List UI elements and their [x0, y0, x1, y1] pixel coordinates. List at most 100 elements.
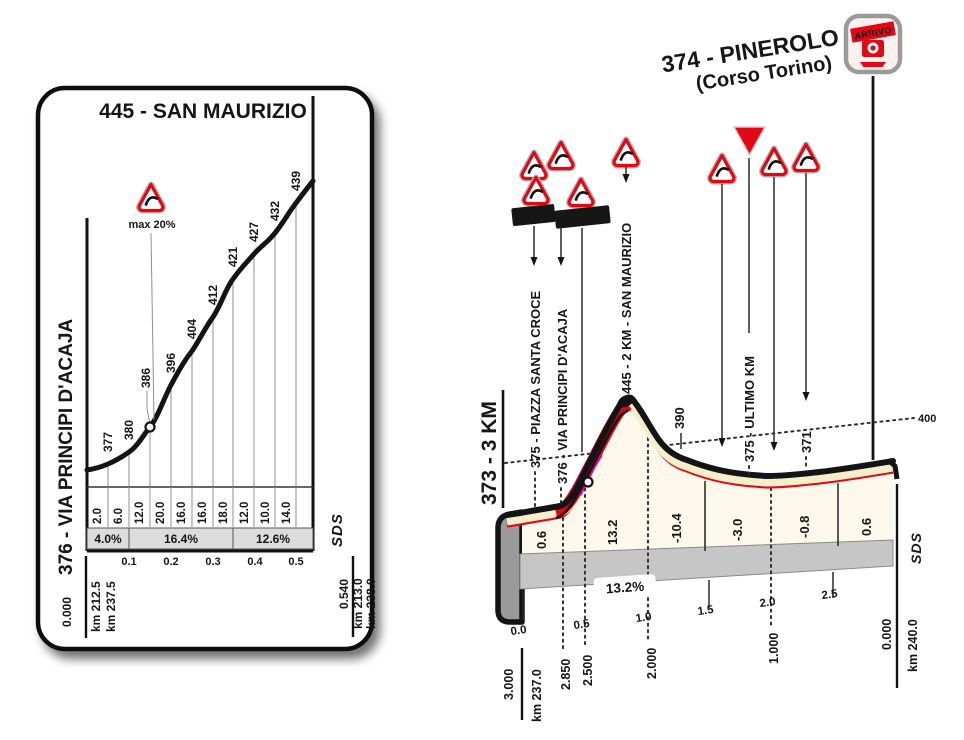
- arrow-down: [802, 392, 810, 401]
- inset-point-marker: [144, 421, 156, 433]
- avg-gradient: 12.6%: [256, 532, 290, 546]
- gradient-value: -0.8: [797, 516, 812, 538]
- axis-tick: 0.1: [121, 556, 136, 568]
- togo-label: 0.000: [880, 619, 894, 650]
- elevation-400-label: 400: [918, 413, 936, 425]
- profile-front-face: [522, 409, 893, 554]
- gradient-value: -10.4: [669, 513, 684, 543]
- togo-label: 1.000: [767, 633, 781, 664]
- arrow-down: [622, 174, 630, 183]
- camera-base: [860, 62, 886, 67]
- pave-badge: Pavè: [511, 204, 556, 227]
- elev-label: 427: [247, 222, 261, 242]
- inset-gridlines: [107, 205, 297, 487]
- gradient-cell: 12.0: [239, 502, 251, 524]
- inset-gradient-table: 2.0 6.0 12.0 20.0 16.0 16.0 18.0 12.0 10…: [86, 486, 314, 568]
- curve-warning-icon: [522, 153, 546, 179]
- race-km-end: km 240.0: [906, 619, 920, 672]
- axis-tick: 0.4: [247, 556, 263, 568]
- elev-label: 432: [268, 201, 282, 221]
- inset-end-markers: 0.540 km 213.0 km 238.0: [337, 556, 378, 637]
- gradient-cell: 6.0: [113, 508, 125, 524]
- curve-warning-icon: [794, 145, 818, 171]
- gradient-value: -3.0: [730, 519, 745, 541]
- togo-label: 2.850: [559, 659, 573, 690]
- inset-start-road-label: 376 - VIA PRINCIPI D'ACAJA: [56, 319, 77, 575]
- inset-386-leader: [146, 391, 151, 425]
- arrivo-finish-icon: ARRIVO: [843, 13, 903, 75]
- km-tick: 0.0: [510, 624, 528, 638]
- sds-logo: SDS: [908, 532, 924, 564]
- km-tick: 0.5: [573, 618, 591, 632]
- sds-logo: SDS: [329, 513, 346, 547]
- elev-label: 386: [139, 368, 153, 388]
- inset-elevation-labels: 377 380 386 396 404 412 421 427 432 439: [101, 171, 303, 452]
- elevation-400-line: [504, 417, 915, 464]
- max-gradient-badge-label: max 20%: [557, 210, 607, 227]
- elev-label: 396: [164, 353, 178, 373]
- arrow-down: [557, 257, 565, 266]
- arrow-down: [770, 442, 778, 451]
- last-km-flag: [732, 126, 767, 157]
- km-tick: 2.5: [821, 588, 839, 602]
- curve-warning-icon: [569, 180, 593, 206]
- hazard-cluster-finish: [710, 126, 818, 451]
- start-race-km: km 212.5: [89, 581, 103, 632]
- curve-warning-icon: [710, 156, 734, 182]
- inset-climb-card: 445 - SAN MAURIZIO 376 - VIA PRINCIPI D'…: [35, 85, 378, 652]
- arrow-down: [530, 257, 538, 266]
- waypoint-via-principi-dacaja: 376 - VIA PRINCIPI D'ACAJA: [555, 308, 570, 484]
- distance-to-go-labels: 3.000 km 237.0 2.850 2.500 2.000 1.000 0…: [502, 484, 920, 722]
- inset-title: 445 - SAN MAURIZIO: [99, 100, 307, 123]
- waypoint-piazza-santa-croce: 375 - PIAZZA SANTA CROCE: [528, 290, 543, 468]
- curve-warning-icon: [614, 140, 638, 166]
- max-gradient-badge: max 20%: [554, 205, 611, 229]
- inset-max-gradient-label: max 20%: [128, 219, 175, 231]
- section-dividers: [562, 437, 839, 651]
- gradient-value: 0.6: [859, 518, 874, 536]
- km-tick: 1.0: [635, 611, 653, 625]
- start-label: 373 - 3 KM: [478, 401, 501, 505]
- elev-label: 404: [185, 319, 199, 339]
- climb-lower-edge: [555, 408, 629, 520]
- waypoint-ultimo-km: 375 - ULTIMO KM: [742, 356, 757, 462]
- elev-label: 421: [226, 247, 240, 267]
- hazard-cluster-climb: Pavè max 20%: [511, 140, 638, 452]
- end-race-km: km 213.0: [351, 578, 365, 629]
- gradient-value: 13.2: [605, 520, 620, 545]
- start-3km-marker: 373 - 3 KM: [478, 390, 505, 508]
- start-distance: 0.000: [60, 597, 74, 627]
- inset-card-frame: [35, 85, 375, 652]
- elev-label: 380: [122, 420, 136, 440]
- profile-base-band: [519, 539, 894, 590]
- avg-gradient: 4.0%: [94, 532, 122, 546]
- axis-tick: 0.2: [163, 556, 178, 568]
- axis-tick: 0.5: [288, 556, 303, 568]
- inset-elevation-curve: [84, 178, 316, 473]
- waypoint-371: 371: [799, 431, 814, 453]
- inset-avg-gradients: 4.0% 16.4% 12.6%: [94, 532, 290, 546]
- axis-tick: 0.3: [205, 556, 220, 568]
- km-tick: 2.0: [759, 596, 777, 610]
- end-distance: 0.540: [337, 579, 351, 609]
- end-race-km: km 238.0: [364, 578, 378, 629]
- main-profile: 374 - PINEROLO (Corso Torino) ARRIVO 400…: [478, 13, 936, 722]
- curve-warning-icon: [549, 143, 573, 169]
- inset-start-markers: 0.000 km 212.5 km 237.5: [60, 556, 118, 638]
- avg-gradient: 16.4%: [164, 532, 198, 546]
- elev-label: 412: [206, 285, 220, 305]
- inset-axis-ticks: 0.1 0.2 0.3 0.4 0.5: [121, 556, 303, 568]
- gradient-cell: 16.0: [176, 502, 188, 524]
- gradient-cell: 12.0: [134, 502, 146, 524]
- inset-gradient-values: 2.0 6.0 12.0 20.0 16.0 16.0 18.0 12.0 10…: [92, 502, 293, 524]
- start-race-km: km 237.5: [104, 581, 118, 632]
- inset-max-gradient-leader: [150, 232, 155, 421]
- gradient-cell: 10.0: [260, 502, 272, 524]
- elev-label: 439: [289, 171, 303, 191]
- main-km-ticks: 0.0 0.5 1.0 1.5 2.0 2.5: [510, 572, 839, 638]
- profile-body: [495, 394, 900, 651]
- elev-label: 377: [101, 432, 115, 452]
- pave-badge-label: Pavè: [520, 210, 548, 225]
